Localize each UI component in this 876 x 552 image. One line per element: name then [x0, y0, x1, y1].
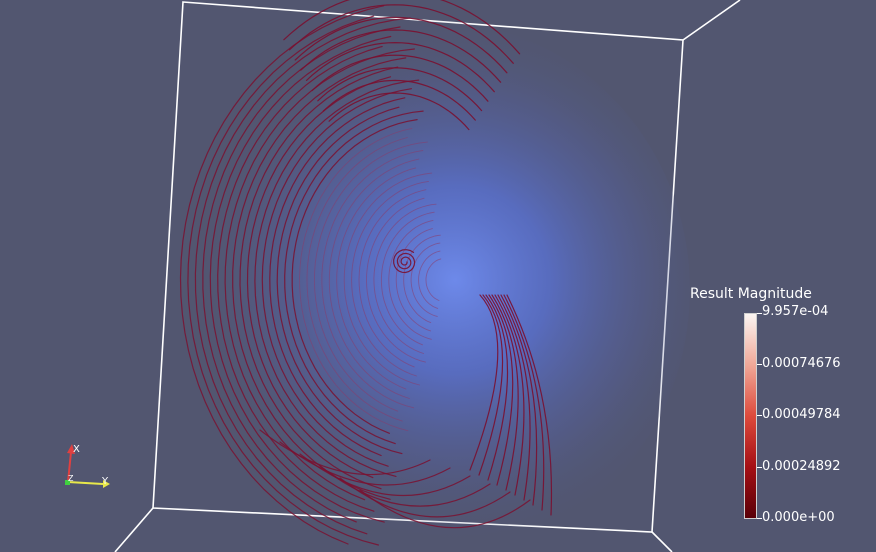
orientation-axes: X Y Z — [65, 444, 110, 488]
legend-label-3q: 0.00074676 — [762, 357, 841, 371]
legend-label-1q: 0.00024892 — [762, 460, 841, 474]
legend-label-max: 9.957e-04 — [762, 305, 828, 319]
color-scale-bar — [744, 313, 757, 519]
x-axis-label: X — [73, 444, 80, 455]
legend-label-mid: 0.00049784 — [762, 408, 841, 422]
y-axis-label: Y — [101, 476, 109, 487]
z-axis-label: Z — [68, 474, 74, 483]
legend-title: Result Magnitude — [690, 286, 812, 302]
legend-label-min: 0.000e+00 — [762, 511, 835, 525]
